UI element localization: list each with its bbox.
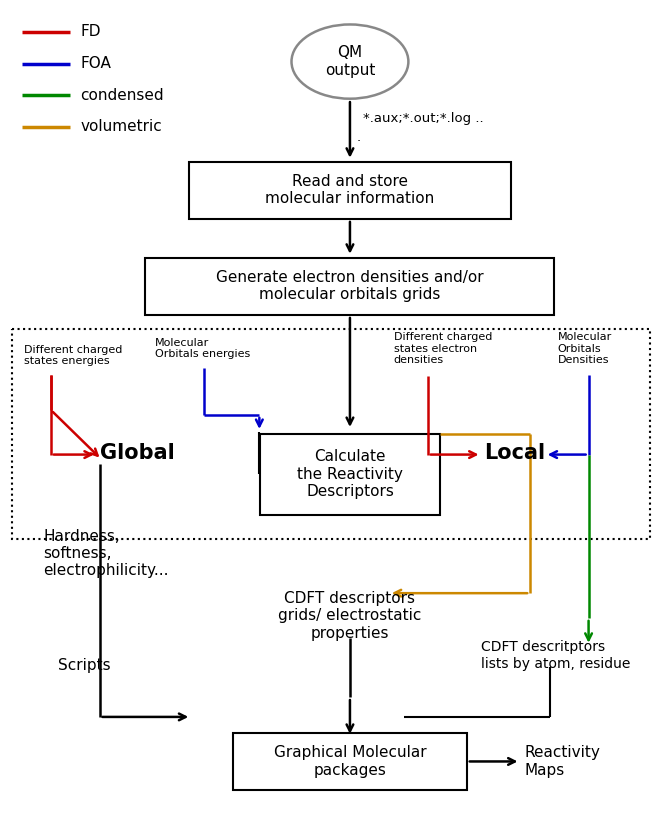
Text: .: .: [357, 131, 361, 144]
Ellipse shape: [291, 25, 409, 98]
Text: CDFT descritptors
lists by atom, residue: CDFT descritptors lists by atom, residue: [481, 640, 631, 671]
Text: *.aux;*.out;*.log ..: *.aux;*.out;*.log ..: [362, 112, 483, 125]
Text: Reactivity
Maps: Reactivity Maps: [524, 745, 600, 777]
Text: Generate electron densities and/or
molecular orbitals grids: Generate electron densities and/or molec…: [216, 270, 484, 303]
FancyBboxPatch shape: [189, 161, 511, 219]
Text: Local: Local: [484, 442, 546, 462]
Text: QM
output: QM output: [325, 45, 375, 78]
FancyBboxPatch shape: [146, 257, 554, 315]
Text: CDFT descriptors
grids/ electrostatic
properties: CDFT descriptors grids/ electrostatic pr…: [278, 591, 421, 641]
Text: Molecular
Orbitals energies: Molecular Orbitals energies: [155, 338, 250, 360]
Text: volumetric: volumetric: [80, 119, 162, 135]
FancyBboxPatch shape: [260, 434, 440, 515]
Text: Global: Global: [99, 442, 174, 462]
Text: condensed: condensed: [80, 88, 164, 103]
Text: Different charged
states electron
densities: Different charged states electron densit…: [394, 332, 492, 366]
Text: Scripts: Scripts: [58, 658, 110, 673]
FancyBboxPatch shape: [233, 733, 467, 790]
Text: Hardness,
softness,
electrophilicity...: Hardness, softness, electrophilicity...: [43, 528, 168, 578]
Text: Calculate
the Reactivity
Descriptors: Calculate the Reactivity Descriptors: [297, 450, 403, 500]
Text: FOA: FOA: [80, 56, 111, 71]
Text: FD: FD: [80, 24, 101, 40]
Text: Different charged
states energies: Different charged states energies: [23, 345, 122, 366]
Text: Graphical Molecular
packages: Graphical Molecular packages: [274, 745, 426, 777]
Text: Read and store
molecular information: Read and store molecular information: [265, 174, 435, 207]
Text: Molecular
Orbitals
Densities: Molecular Orbitals Densities: [558, 332, 612, 366]
